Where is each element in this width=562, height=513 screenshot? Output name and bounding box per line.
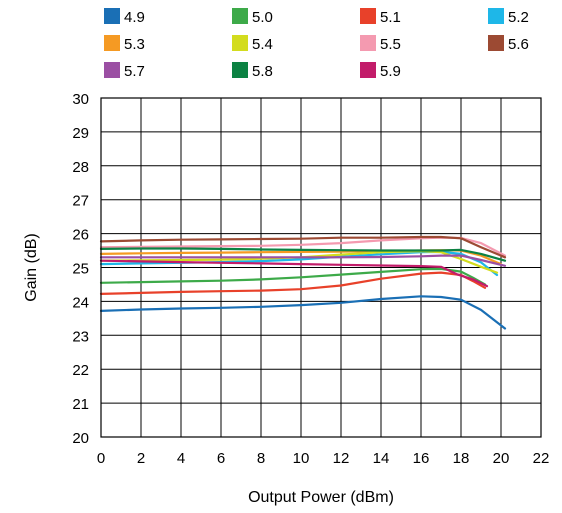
- legend-label: 5.8: [252, 63, 273, 80]
- y-axis-ticks: 20 21 22 23 24 25 26 27 28 29 30: [72, 91, 89, 447]
- series-line-5-1: [99, 271, 487, 295]
- legend-item-5-8: 5.8: [232, 62, 273, 80]
- legend-label: 5.4: [252, 36, 273, 53]
- legend-item-5-7: 5.7: [104, 62, 145, 80]
- series-line-5-0: [99, 267, 487, 286]
- legend-item-5-2: 5.2: [488, 8, 529, 26]
- legend-item-5-3: 5.3: [104, 35, 145, 53]
- y-tick-label: 26: [72, 227, 89, 244]
- x-tick-label: 14: [373, 450, 390, 467]
- x-axis-ticks: 0 2 4 6 8 10 12 14 16 18 20 22: [97, 450, 550, 467]
- legend-label: 5.5: [380, 36, 401, 53]
- series-line-5-8: [99, 247, 507, 262]
- x-tick-label: 8: [257, 450, 265, 467]
- y-axis-label: Gain (dB): [23, 233, 40, 301]
- legend-item-5-6: 5.6: [488, 35, 529, 53]
- legend-swatch: [360, 62, 376, 78]
- x-tick-label: 0: [97, 450, 105, 467]
- x-tick-label: 2: [137, 450, 145, 467]
- legend-swatch: [488, 35, 504, 51]
- y-tick-label: 23: [72, 328, 89, 345]
- x-tick-label: 16: [413, 450, 430, 467]
- legend-label: 5.7: [124, 63, 145, 80]
- legend-item-5-9: 5.9: [360, 62, 401, 80]
- legend-swatch: [104, 8, 120, 24]
- legend-swatch: [232, 8, 248, 24]
- legend-swatch: [104, 62, 120, 78]
- plot-area-frame: [100, 97, 542, 438]
- y-tick-label: 29: [72, 125, 89, 142]
- grid: [100, 97, 542, 438]
- y-tick-label: 21: [72, 396, 89, 413]
- series-line-5-4: [99, 250, 499, 274]
- x-tick-label: 22: [533, 450, 550, 467]
- legend-swatch: [232, 62, 248, 78]
- legend-swatch: [104, 35, 120, 51]
- legend-item-5-4: 5.4: [232, 35, 273, 53]
- x-tick-label: 6: [217, 450, 225, 467]
- series-line-5-6: [99, 235, 507, 259]
- x-tick-label: 12: [333, 450, 350, 467]
- legend-item-5-0: 5.0: [232, 8, 273, 26]
- legend-label: 5.6: [508, 36, 529, 53]
- legend-label: 5.0: [252, 9, 273, 26]
- x-tick-label: 18: [453, 450, 470, 467]
- legend-item-5-1: 5.1: [360, 8, 401, 26]
- y-tick-label: 22: [72, 362, 89, 379]
- series-line-5-9: [99, 259, 489, 288]
- legend: 4.9 5.0 5.1 5.2 5.3 5.4 5.5 5.6 5.7 5.8 5.9: [104, 8, 529, 80]
- legend-label: 4.9: [124, 9, 145, 26]
- series-group: [99, 235, 507, 330]
- x-tick-label: 20: [493, 450, 510, 467]
- x-tick-label: 4: [177, 450, 185, 467]
- legend-label: 5.2: [508, 9, 529, 26]
- y-tick-label: 24: [72, 294, 89, 311]
- x-tick-label: 10: [293, 450, 310, 467]
- legend-label: 5.1: [380, 9, 401, 26]
- y-tick-label: 25: [72, 261, 89, 278]
- y-tick-label: 20: [72, 430, 89, 447]
- legend-swatch: [360, 8, 376, 24]
- x-axis-label: Output Power (dBm): [248, 489, 394, 506]
- legend-swatch: [488, 8, 504, 24]
- series-line-4-9: [99, 295, 507, 330]
- series-line-5-7: [99, 254, 507, 267]
- legend-label: 5.3: [124, 36, 145, 53]
- legend-item-4-9: 4.9: [104, 8, 145, 26]
- legend-label: 5.9: [380, 63, 401, 80]
- y-tick-label: 30: [72, 91, 89, 108]
- y-tick-label: 27: [72, 193, 89, 210]
- legend-swatch: [232, 35, 248, 51]
- y-tick-label: 28: [72, 159, 89, 176]
- legend-item-5-5: 5.5: [360, 35, 401, 53]
- legend-swatch: [360, 35, 376, 51]
